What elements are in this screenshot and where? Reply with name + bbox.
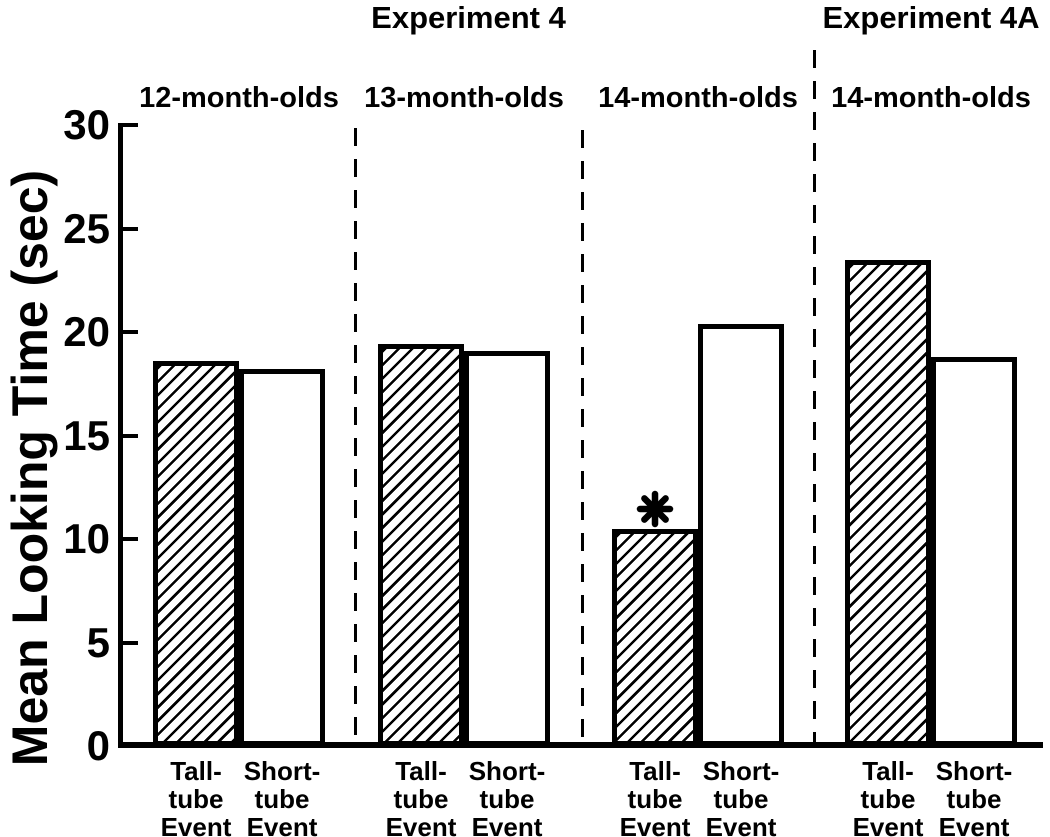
y-tick <box>120 123 138 127</box>
significance-asterisk-icon <box>636 490 674 528</box>
bar-x-label-line: Tall- <box>395 756 447 786</box>
bar-x-label: Tall-tube Event <box>126 757 266 837</box>
group-age-label: 13-month-olds <box>364 82 564 114</box>
bar-x-label-line: Event <box>705 812 777 837</box>
bar-x-label: Short-tube Event <box>437 757 577 837</box>
bar-tall-tube-event <box>153 361 239 746</box>
experiment-title: Experiment 4A <box>822 0 1040 35</box>
bar-x-label: Short-tube Event <box>671 757 811 837</box>
bar-tall-tube-event <box>612 529 698 746</box>
y-tick <box>120 537 138 541</box>
bar-x-label-line: Tall- <box>629 756 681 786</box>
bar-x-label-line: Event <box>246 812 318 837</box>
y-tick-label: 5 <box>86 618 110 666</box>
bar-x-label-line: tube <box>168 784 224 814</box>
bar-x-label-line: Event <box>619 812 691 837</box>
group-separator-dashed-line <box>581 130 584 746</box>
y-tick <box>120 226 138 231</box>
y-tick <box>120 640 138 645</box>
bar-x-label-line: tube <box>713 784 769 814</box>
bar-x-label-line: Short- <box>702 756 780 786</box>
bar-x-label-line: tube <box>627 784 683 814</box>
bar-x-label-line: Event <box>160 812 232 837</box>
bar-short-tube-event <box>931 357 1017 746</box>
bar-short-tube-event <box>698 324 784 746</box>
group-separator-dashed-line <box>813 50 816 746</box>
y-axis-title: Mean Looking Time (sec) <box>2 169 58 767</box>
bar-short-tube-event <box>464 351 550 746</box>
bar-x-label: Short-tube Event <box>904 757 1044 837</box>
bar-x-label: Tall-tube Event <box>351 757 491 837</box>
y-tick-label: 10 <box>63 515 110 562</box>
bar-x-label-line: Event <box>852 812 924 837</box>
y-tick <box>120 433 138 438</box>
bar-x-label-line: Short- <box>468 756 546 786</box>
bar-short-tube-event <box>239 369 325 746</box>
bar-x-label-line: Event <box>938 812 1010 837</box>
y-tick-label: 15 <box>63 411 110 459</box>
experiment-title: Experiment 4 <box>371 0 566 35</box>
y-tick <box>120 330 138 334</box>
bar-x-label-line: Event <box>471 812 543 837</box>
group-age-label: 12-month-olds <box>139 82 339 114</box>
group-separator-dashed-line <box>354 128 357 746</box>
y-tick-label: 30 <box>63 101 110 148</box>
bar-x-label: Tall-tube Event <box>585 757 725 837</box>
bar-x-label-line: Event <box>385 812 457 837</box>
y-tick-label: 25 <box>63 204 110 252</box>
bar-tall-tube-event <box>378 344 464 746</box>
bar-tall-tube-event <box>845 260 931 746</box>
bar-x-label-line: Tall- <box>862 756 914 786</box>
group-age-label: 14-month-olds <box>831 82 1031 114</box>
bar-x-label-line: tube <box>479 784 535 814</box>
y-tick-label: 20 <box>63 308 110 355</box>
bar-x-label-line: tube <box>254 784 310 814</box>
bar-x-label-line: tube <box>393 784 449 814</box>
bar-x-label: Short-tube Event <box>212 757 352 837</box>
bar-x-label-line: Short- <box>935 756 1013 786</box>
bar-x-label-line: tube <box>946 784 1002 814</box>
bar-x-label-line: Tall- <box>170 756 222 786</box>
group-age-label: 14-month-olds <box>598 82 798 114</box>
x-axis-line <box>118 742 1043 748</box>
bar-x-label: Tall-tube Event <box>818 757 958 837</box>
bar-x-label-line: Short- <box>243 756 321 786</box>
bar-x-label-line: tube <box>860 784 916 814</box>
y-tick-label: 0 <box>86 722 110 769</box>
